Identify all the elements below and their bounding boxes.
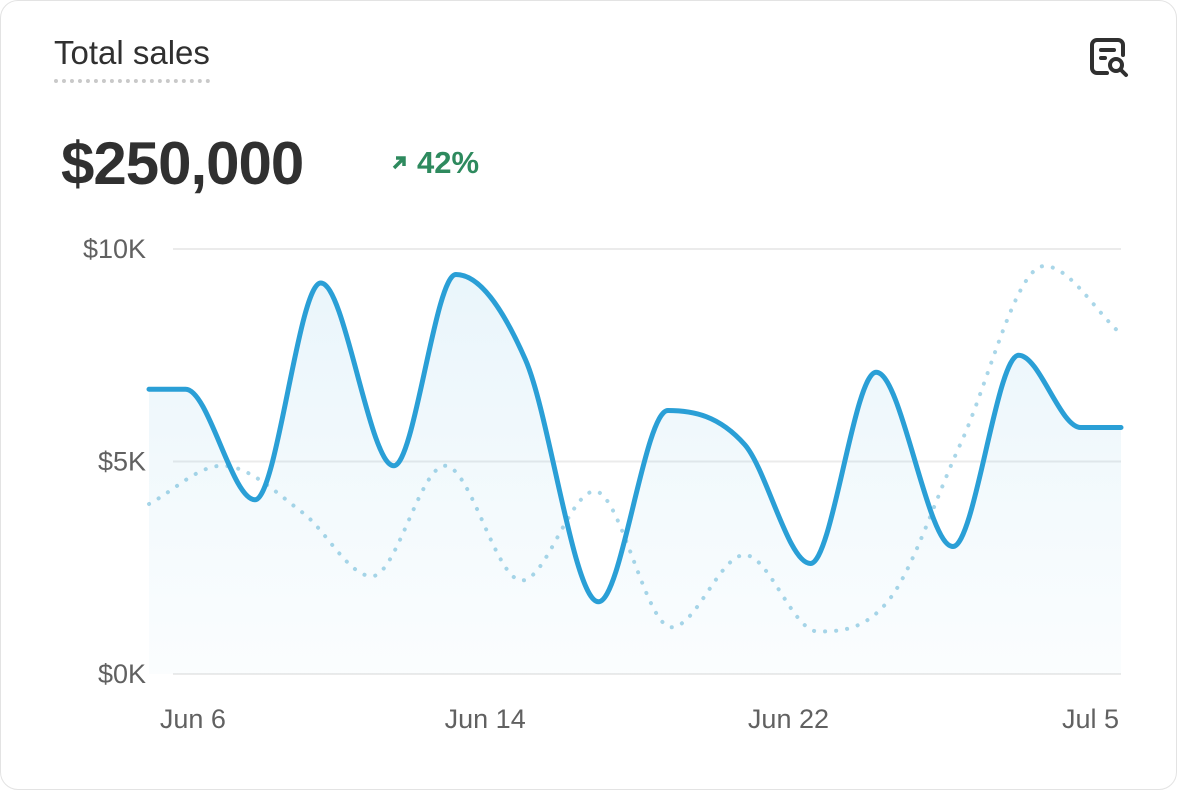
- series-area: [149, 274, 1121, 674]
- y-tick-label: $5K: [98, 447, 146, 477]
- x-tick-label: Jun 14: [445, 704, 526, 734]
- x-tick-label: Jun 22: [748, 704, 829, 734]
- report-search-icon[interactable]: [1087, 35, 1133, 81]
- current-series-line: [146, 271, 1124, 605]
- y-tick-label: $0K: [98, 659, 146, 689]
- change-badge: 42%: [389, 145, 479, 181]
- x-tick-label: Jun 6: [160, 704, 226, 734]
- y-tick-label: $10K: [83, 234, 146, 264]
- x-tick-label: Jul 5: [1062, 704, 1119, 734]
- change-percent: 42%: [417, 145, 480, 180]
- card-title[interactable]: Total sales: [54, 33, 210, 83]
- total-value: $250,000: [61, 130, 304, 197]
- arrow-up-right-icon: [392, 156, 406, 170]
